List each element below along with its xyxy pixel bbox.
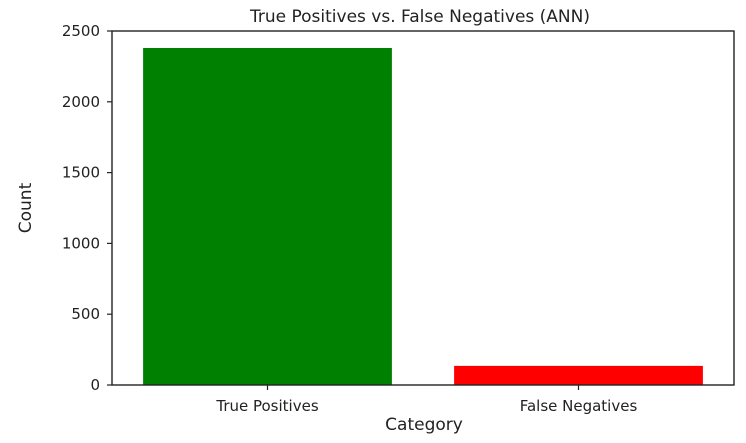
x-tick-label-true-positives: True Positives bbox=[215, 397, 318, 415]
x-axis-label: Category bbox=[385, 415, 463, 435]
chart-title: True Positives vs. False Negatives (ANN) bbox=[249, 7, 590, 27]
y-tick-label-0: 0 bbox=[90, 376, 100, 394]
plot-area: True Positives False Negatives 0 500 1000 150… bbox=[62, 22, 735, 415]
y-tick-label-1500: 1500 bbox=[62, 164, 100, 182]
y-axis-label: Count bbox=[16, 182, 36, 233]
plot-frame bbox=[111, 30, 735, 386]
x-tick-label-false-negatives: False Negatives bbox=[520, 397, 638, 415]
y-tick-label-2000: 2000 bbox=[62, 93, 100, 111]
y-tick-label-1000: 1000 bbox=[62, 234, 100, 252]
y-tick-label-500: 500 bbox=[71, 305, 100, 323]
bar-true-positives bbox=[143, 47, 392, 386]
y-tick-label-2500: 2500 bbox=[62, 22, 100, 40]
bar-false-negatives bbox=[454, 365, 703, 385]
